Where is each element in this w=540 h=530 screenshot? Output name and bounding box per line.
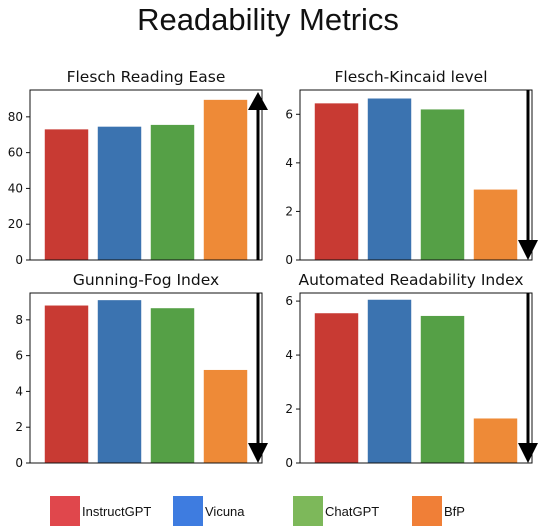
legend-swatch [173, 496, 203, 526]
y-tick-label: 2 [15, 420, 23, 434]
panel-title: Automated Readability Index [298, 271, 523, 289]
legend-swatch [50, 496, 80, 526]
panel-title: Flesch-Kincaid level [334, 68, 487, 86]
panel-title: Flesch Reading Ease [67, 68, 226, 86]
figure-title: Readability Metrics [137, 2, 399, 37]
y-tick-label: 0 [15, 253, 23, 267]
panel-gunning-fog-index: Gunning-Fog Index 0 2 4 6 8 [15, 271, 268, 470]
y-tick-label: 6 [285, 294, 293, 308]
bar-vicuna [97, 300, 142, 463]
y-tick-label: 2 [285, 204, 293, 218]
arrow-up-icon [248, 92, 268, 260]
legend-swatch [412, 496, 442, 526]
plot-frame [299, 89, 533, 261]
plot-frame [299, 292, 533, 464]
arrow-down-icon [518, 293, 538, 463]
bar-bfp [473, 189, 518, 260]
panel-flesch-kincaid-level: Flesch-Kincaid level 0 2 4 6 [285, 68, 538, 267]
bar-vicuna [367, 98, 412, 260]
y-tick-label: 40 [8, 181, 23, 195]
legend-label: Vicuna [205, 504, 245, 519]
legend-swatch [293, 496, 323, 526]
y-tick-label: 6 [285, 107, 293, 121]
arrow-down-icon [248, 293, 268, 463]
bar-instructgpt [314, 103, 359, 260]
chart-panels: Flesch Reading Ease020406080Flesch-Kinca… [8, 68, 538, 470]
bar-instructgpt [44, 129, 89, 260]
bar-chatgpt [420, 315, 465, 463]
y-tick-label: 6 [15, 349, 23, 363]
legend-item-instructgpt: InstructGPT [50, 496, 151, 526]
plot-frame [29, 292, 263, 464]
legend-label: ChatGPT [325, 504, 379, 519]
panel-automated-readability-index: Automated Readability Index 0 2 4 6 [285, 271, 538, 470]
plot-frame [29, 89, 263, 261]
bar-vicuna [97, 126, 142, 261]
y-tick-label: 2 [285, 402, 293, 416]
bar-bfp [203, 99, 248, 260]
y-tick-label: 80 [8, 110, 23, 124]
y-tick-label: 0 [285, 253, 293, 267]
bar-instructgpt [314, 313, 359, 463]
bar-vicuna [367, 299, 412, 463]
y-tick-label: 0 [285, 456, 293, 470]
y-tick-label: 8 [15, 313, 23, 327]
bar-chatgpt [150, 124, 195, 260]
legend-item-chatgpt: ChatGPT [293, 496, 379, 526]
legend-label: BfP [444, 504, 465, 519]
bar-chatgpt [420, 109, 465, 260]
bar-chatgpt [150, 308, 195, 463]
bar-bfp [473, 418, 518, 463]
legend: InstructGPT Vicuna ChatGPT BfP [50, 496, 465, 526]
y-tick-label: 60 [8, 146, 23, 160]
legend-label: InstructGPT [82, 504, 151, 519]
y-tick-label: 20 [8, 217, 23, 231]
y-tick-label: 4 [285, 156, 293, 170]
y-tick-label: 4 [15, 384, 23, 398]
y-tick-label: 4 [285, 348, 293, 362]
arrow-down-icon [518, 90, 538, 260]
panel-flesch-reading-ease: Flesch Reading Ease 0 20 40 60 80 [8, 68, 268, 267]
panel-title: Gunning-Fog Index [73, 271, 219, 289]
bar-bfp [203, 369, 248, 463]
y-tick-label: 0 [15, 456, 23, 470]
legend-item-bfp: BfP [412, 496, 465, 526]
bar-instructgpt [44, 305, 89, 463]
legend-item-vicuna: Vicuna [173, 496, 245, 526]
